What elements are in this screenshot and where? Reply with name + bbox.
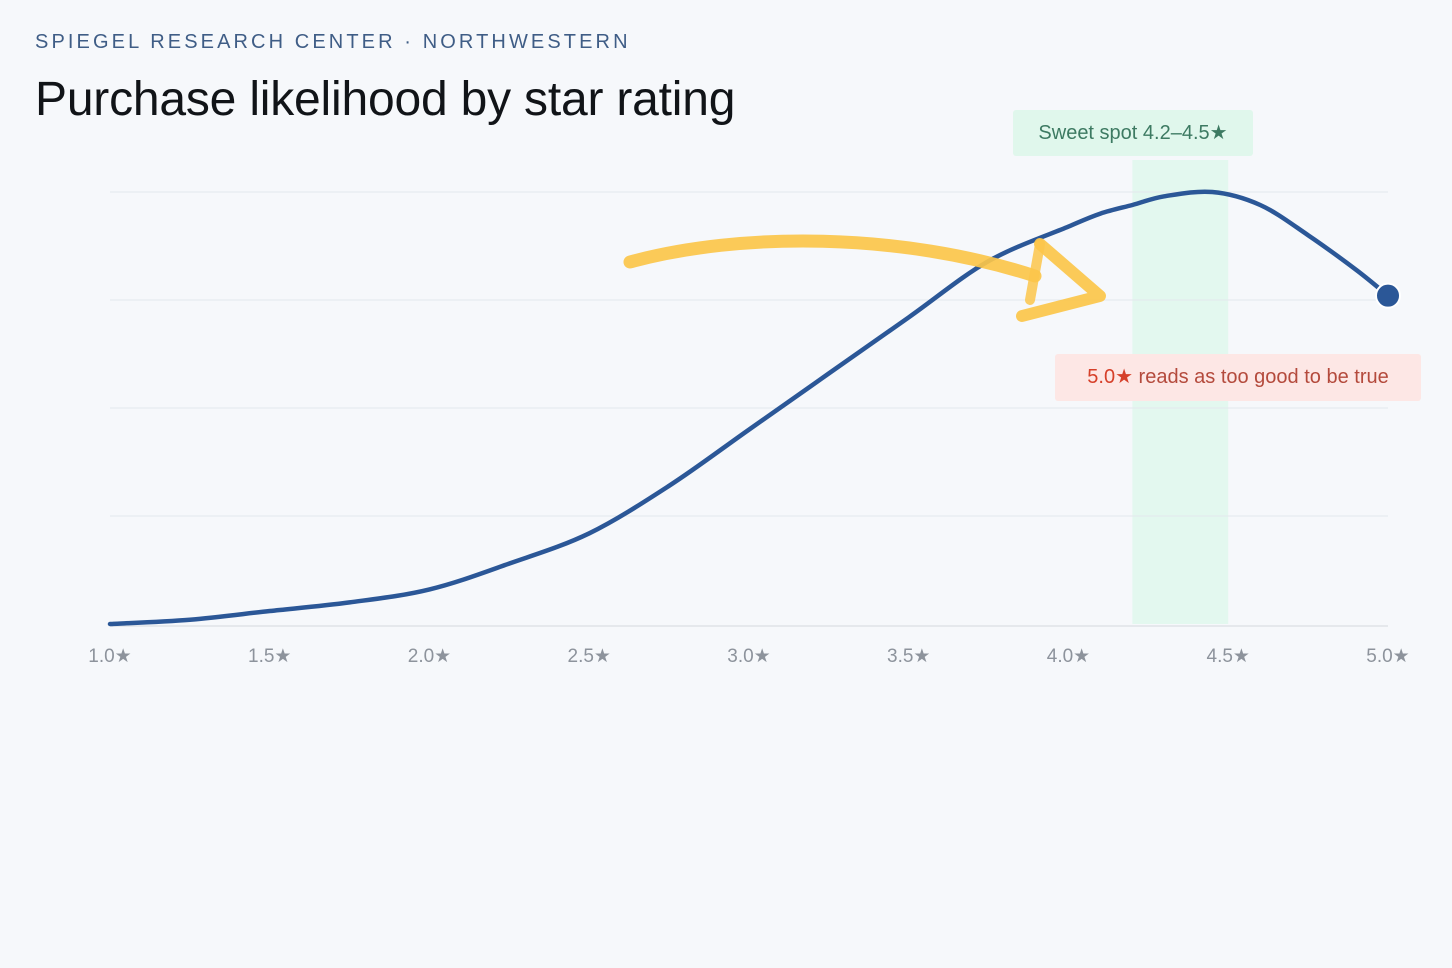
x-tick-label: 5.0★ bbox=[1366, 646, 1409, 667]
chart-kicker: SPIEGEL RESEARCH CENTER · NORTHWESTERN bbox=[35, 31, 631, 53]
too-good-label: 5.0★ reads as too good to be true bbox=[1055, 354, 1421, 401]
x-tick-label: 2.5★ bbox=[568, 646, 611, 667]
sweet-spot-label: Sweet spot 4.2–4.5★ bbox=[1013, 110, 1253, 156]
too-good-text: reads as too good to be true bbox=[1133, 366, 1389, 388]
hand-drawn-arrow-icon bbox=[623, 234, 1106, 322]
x-tick-label: 4.0★ bbox=[1047, 646, 1090, 667]
x-tick-label: 3.5★ bbox=[887, 646, 930, 667]
x-tick-label: 2.0★ bbox=[408, 646, 451, 667]
x-tick-label: 3.0★ bbox=[727, 646, 770, 667]
too-good-star-rating: 5.0★ bbox=[1087, 366, 1133, 388]
x-tick-label: 1.5★ bbox=[248, 646, 291, 667]
chart-title: Purchase likelihood by star rating bbox=[35, 73, 736, 126]
endpoint-marker bbox=[1375, 282, 1401, 309]
series-line bbox=[107, 189, 1391, 627]
x-tick-label: 1.0★ bbox=[88, 646, 131, 667]
x-tick-label: 4.5★ bbox=[1207, 646, 1250, 667]
